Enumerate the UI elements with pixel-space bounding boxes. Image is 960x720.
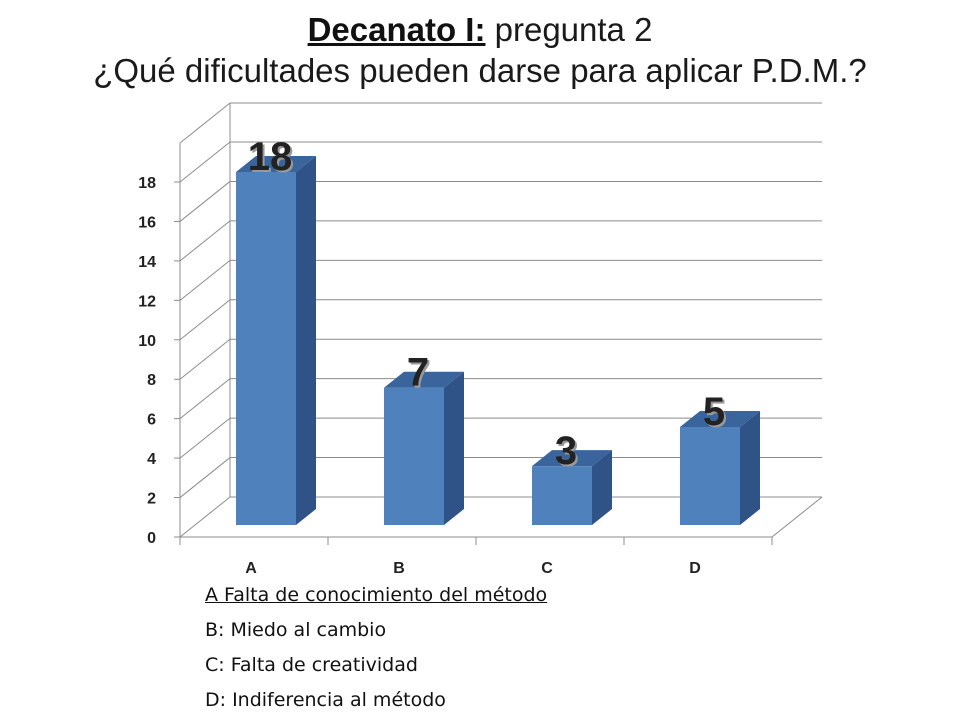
bar-top bbox=[384, 371, 464, 388]
x-tick-label: C bbox=[541, 560, 553, 577]
legend-item-c: C: Falta de creatividad bbox=[205, 654, 418, 676]
legend-item-a: A Falta de conocimiento del método bbox=[205, 584, 548, 606]
y-tick-label: 10 bbox=[138, 333, 156, 350]
bar-side bbox=[740, 410, 760, 525]
side-gridline bbox=[179, 220, 231, 262]
data-label: 18 bbox=[248, 135, 293, 179]
y-tick-label: 16 bbox=[138, 214, 156, 231]
title-bold: Decanato I: bbox=[307, 11, 486, 48]
bar bbox=[532, 466, 592, 525]
side-gridline bbox=[179, 299, 231, 341]
y-tick-label: 0 bbox=[147, 530, 156, 547]
data-label-shadow: 3 bbox=[557, 431, 579, 475]
data-label: 7 bbox=[407, 351, 429, 395]
bar-side bbox=[444, 371, 464, 525]
side-gridline bbox=[179, 378, 231, 420]
y-tick-label: 12 bbox=[138, 293, 156, 310]
data-label-shadow: 7 bbox=[409, 353, 431, 397]
legend: A Falta de conocimiento del método B: Mi… bbox=[205, 578, 547, 718]
y-tick-label: 4 bbox=[147, 451, 156, 468]
x-tick-label: D bbox=[689, 560, 701, 577]
data-label-shadow: 18 bbox=[250, 137, 295, 181]
side-gridline bbox=[179, 496, 231, 538]
side-gridline bbox=[179, 141, 231, 183]
bar bbox=[384, 387, 444, 525]
data-label-shadow: 5 bbox=[705, 392, 727, 436]
title-question: ¿Qué dificultades pueden darse para apli… bbox=[93, 52, 867, 89]
side-gridline bbox=[179, 181, 231, 222]
y-tick-label: 14 bbox=[138, 254, 156, 271]
side-gridline-top bbox=[179, 102, 231, 144]
x-tick-label: A bbox=[245, 560, 257, 577]
bar bbox=[680, 426, 740, 525]
y-tick-label: 8 bbox=[147, 372, 156, 389]
side-gridline bbox=[179, 417, 231, 459]
bar-top bbox=[680, 410, 760, 427]
side-gridline bbox=[179, 338, 231, 380]
title-line-1: Decanato I: pregunta 2 bbox=[0, 10, 960, 50]
bar-top bbox=[236, 156, 316, 172]
title-rest: pregunta 2 bbox=[485, 11, 653, 48]
y-tick-label: 6 bbox=[147, 412, 156, 429]
bar-top bbox=[532, 450, 612, 467]
data-label: 3 bbox=[555, 429, 577, 473]
legend-item-d: D: Indiferencia al método bbox=[205, 689, 446, 711]
y-tick-label: 2 bbox=[147, 491, 156, 508]
legend-item-b: B: Miedo al cambio bbox=[205, 619, 387, 641]
chart-title: Decanato I: pregunta 2 ¿Qué dificultades… bbox=[0, 10, 960, 92]
side-gridline bbox=[179, 457, 231, 498]
data-label: 5 bbox=[703, 390, 725, 434]
bar-side bbox=[592, 450, 612, 525]
bar-side bbox=[296, 156, 316, 525]
x-tick-label: B bbox=[393, 560, 405, 577]
side-gridline bbox=[179, 259, 231, 301]
bar bbox=[236, 172, 296, 525]
y-tick-label: 18 bbox=[138, 175, 156, 192]
